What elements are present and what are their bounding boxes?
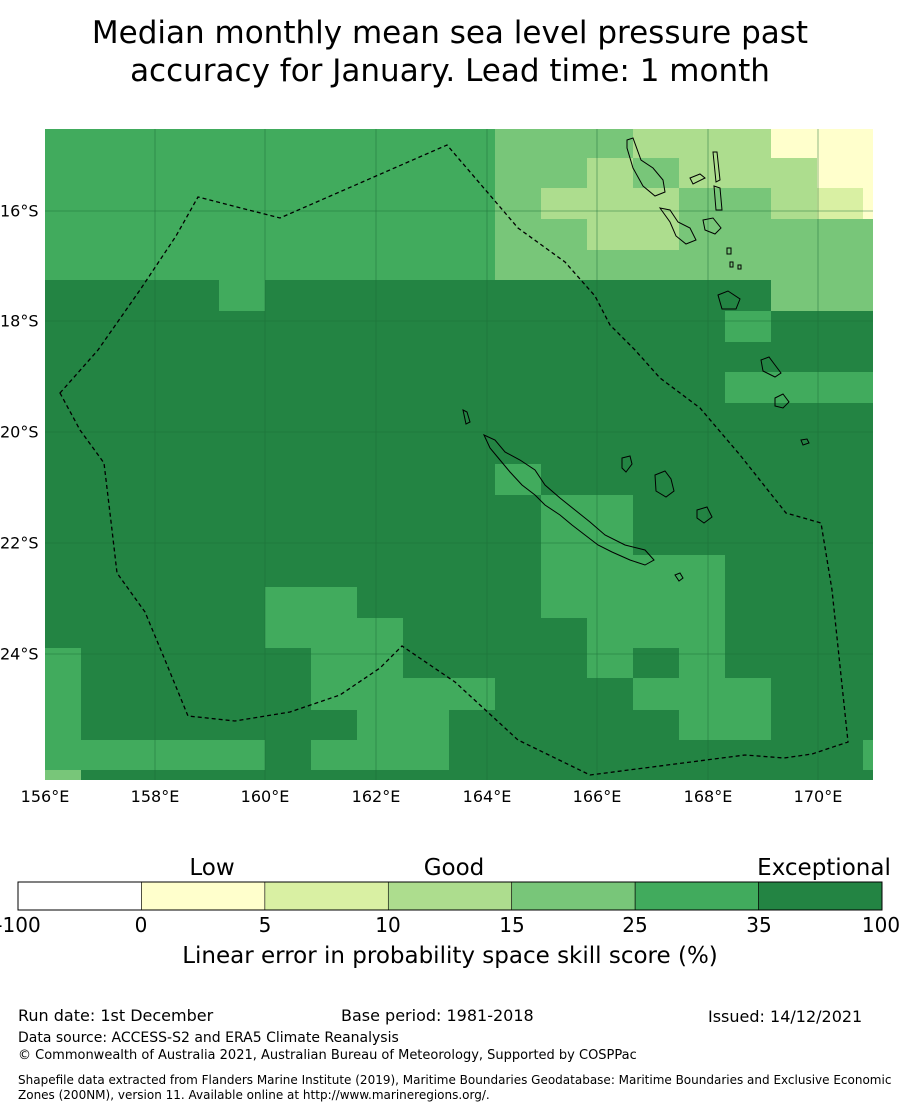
- grid-lines: [45, 129, 873, 780]
- colorbar-tick-0: -100: [0, 913, 41, 937]
- colorbar-segment-6: [758, 881, 883, 911]
- vanuatu-efate: [717, 290, 741, 310]
- vanuatu-small-islands: [726, 247, 810, 446]
- lon-tick-168e: 168°E: [683, 787, 733, 806]
- colorbar-tick-7: 100: [861, 913, 900, 937]
- lon-tick-160e: 160°E: [240, 787, 290, 806]
- lat-tick-16s: 16°S: [0, 201, 39, 221]
- belep-islands: [462, 409, 471, 425]
- isle-of-pines: [674, 572, 684, 582]
- colorbar-tick-2: 5: [258, 913, 272, 937]
- loyalty-lifou: [654, 470, 675, 498]
- base-period: Base period: 1981-2018: [341, 1006, 534, 1025]
- lat-tick-24s: 24°S: [0, 644, 39, 664]
- colorbar-segment-0: [17, 881, 142, 911]
- legend-category-low: Low: [189, 855, 235, 881]
- vanuatu-aneityum: [774, 393, 790, 409]
- lat-tick-18s: 18°S: [0, 311, 39, 331]
- colorbar-tick-5: 25: [622, 913, 648, 937]
- colorbar-segment-4: [511, 881, 636, 911]
- legend-category-exceptional: Exceptional: [757, 855, 891, 881]
- colorbar-segment-2: [264, 881, 389, 911]
- vanuatu-espiritu-santo: [626, 137, 666, 197]
- colorbar-segment-5: [634, 881, 759, 911]
- colorbar-segment-1: [141, 881, 266, 911]
- colorbar-tick-1: 0: [134, 913, 148, 937]
- colorbar-tick-6: 35: [746, 913, 772, 937]
- loyalty-ouvea: [621, 455, 633, 473]
- eez-boundary: [59, 144, 849, 776]
- vanuatu-malakula: [658, 207, 697, 245]
- run-date: Run date: 1st December: [18, 1006, 214, 1025]
- issued-date: Issued: 14/12/2021: [708, 1007, 863, 1026]
- vanuatu-tanna: [760, 356, 782, 378]
- colorbar-border: [17, 881, 883, 911]
- lon-tick-166e: 166°E: [572, 787, 622, 806]
- copyright: © Commonwealth of Australia 2021, Austra…: [18, 1048, 637, 1063]
- colorbar: [17, 881, 883, 911]
- colorbar-label: Linear error in probability space skill …: [182, 943, 718, 969]
- lon-tick-162e: 162°E: [351, 787, 401, 806]
- skill-band-5-10: [817, 188, 863, 219]
- loyalty-mare: [696, 506, 713, 524]
- legend-category-good: Good: [423, 855, 485, 881]
- lon-tick-158e: 158°E: [130, 787, 180, 806]
- data-source: Data source: ACCESS-S2 and ERA5 Climate …: [18, 1030, 399, 1046]
- title-line-2: accuracy for January. Lead time: 1 month: [130, 53, 770, 89]
- new-caledonia-island: [482, 433, 655, 566]
- lon-tick-156e: 156°E: [20, 787, 70, 806]
- title-line-1: Median monthly mean sea level pressure p…: [91, 15, 809, 51]
- vanuatu-north-islands: [689, 151, 723, 235]
- skill-band-0-5: [771, 129, 873, 219]
- shapefile-credit: Shapefile data extracted from Flanders M…: [18, 1073, 892, 1102]
- colorbar-segment-3: [387, 881, 513, 911]
- lat-tick-22s: 22°S: [0, 533, 39, 553]
- lon-tick-170e: 170°E: [793, 787, 843, 806]
- chart-title: Median monthly mean sea level pressure p…: [0, 14, 900, 90]
- colorbar-tick-3: 10: [375, 913, 401, 937]
- lon-tick-164e: 164°E: [462, 787, 512, 806]
- lat-tick-20s: 20°S: [0, 422, 39, 442]
- colorbar-tick-4: 15: [499, 913, 525, 937]
